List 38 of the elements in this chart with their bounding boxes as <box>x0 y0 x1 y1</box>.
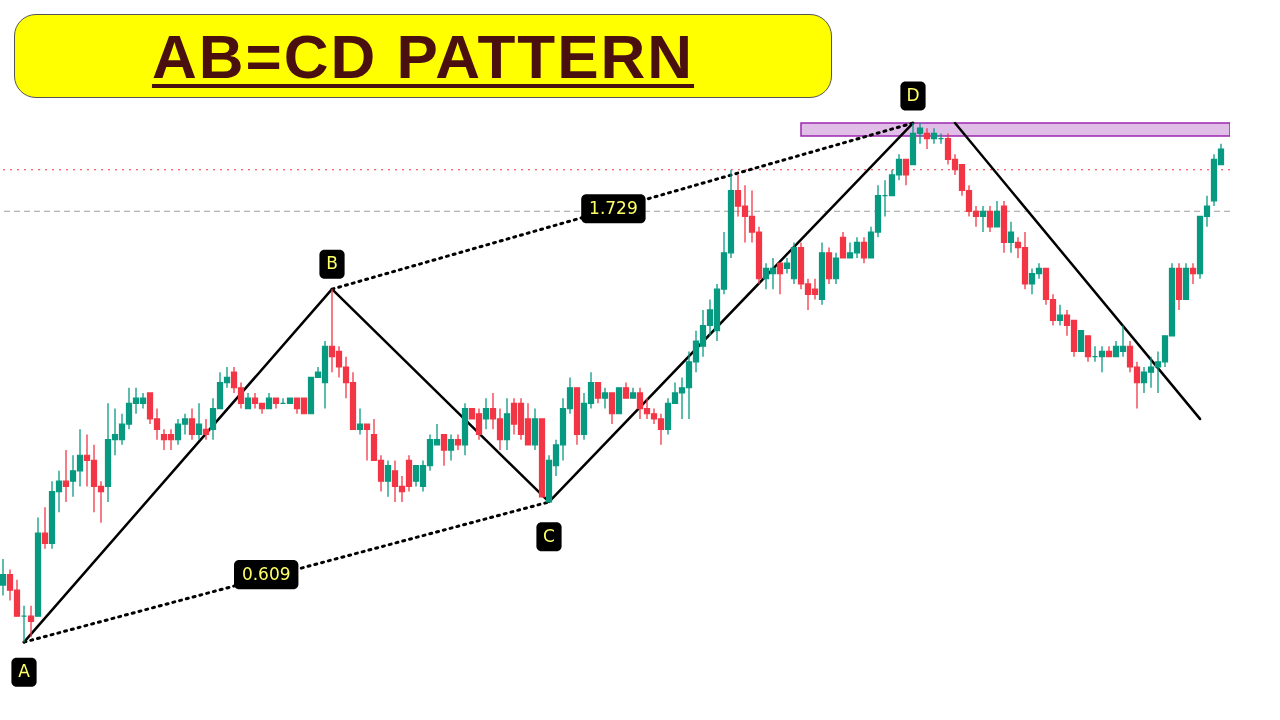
candlestick <box>986 205 994 233</box>
candlestick <box>27 605 35 638</box>
annotation: C <box>543 525 555 546</box>
candlestick <box>608 392 616 425</box>
candlestick <box>188 407 196 441</box>
text: A <box>18 661 31 682</box>
candlestick <box>41 506 49 550</box>
candlestick <box>62 449 70 503</box>
candlestick <box>1189 262 1197 285</box>
candlestick <box>363 423 371 462</box>
candlestick <box>1056 304 1064 327</box>
candlestick <box>482 397 490 430</box>
candlestick <box>902 158 910 186</box>
candlestick <box>979 205 987 233</box>
candlestick <box>202 418 210 441</box>
candlestick <box>1007 221 1015 254</box>
candlestick <box>447 433 455 462</box>
text: D <box>906 85 920 106</box>
candlestick <box>0 558 7 597</box>
candlestick <box>440 433 448 467</box>
candlestick <box>993 200 1001 228</box>
candlestick <box>1084 335 1092 363</box>
candlestick <box>384 459 392 498</box>
candlestick <box>195 402 203 441</box>
annotation: B <box>326 253 338 274</box>
annotation: 1.729 <box>589 197 638 218</box>
candlestick <box>832 252 840 285</box>
candlestick <box>356 407 364 436</box>
candlestick <box>923 127 931 150</box>
candlestick <box>601 387 609 410</box>
candlestick <box>860 236 868 264</box>
candlestick <box>776 262 784 295</box>
candlestick <box>594 381 602 404</box>
candlestick <box>839 231 847 259</box>
candlestick <box>454 433 462 451</box>
annotation: 0.609 <box>241 563 291 584</box>
candlestick <box>1077 330 1085 353</box>
chart-title: AB=CD PATTERN <box>151 20 695 92</box>
